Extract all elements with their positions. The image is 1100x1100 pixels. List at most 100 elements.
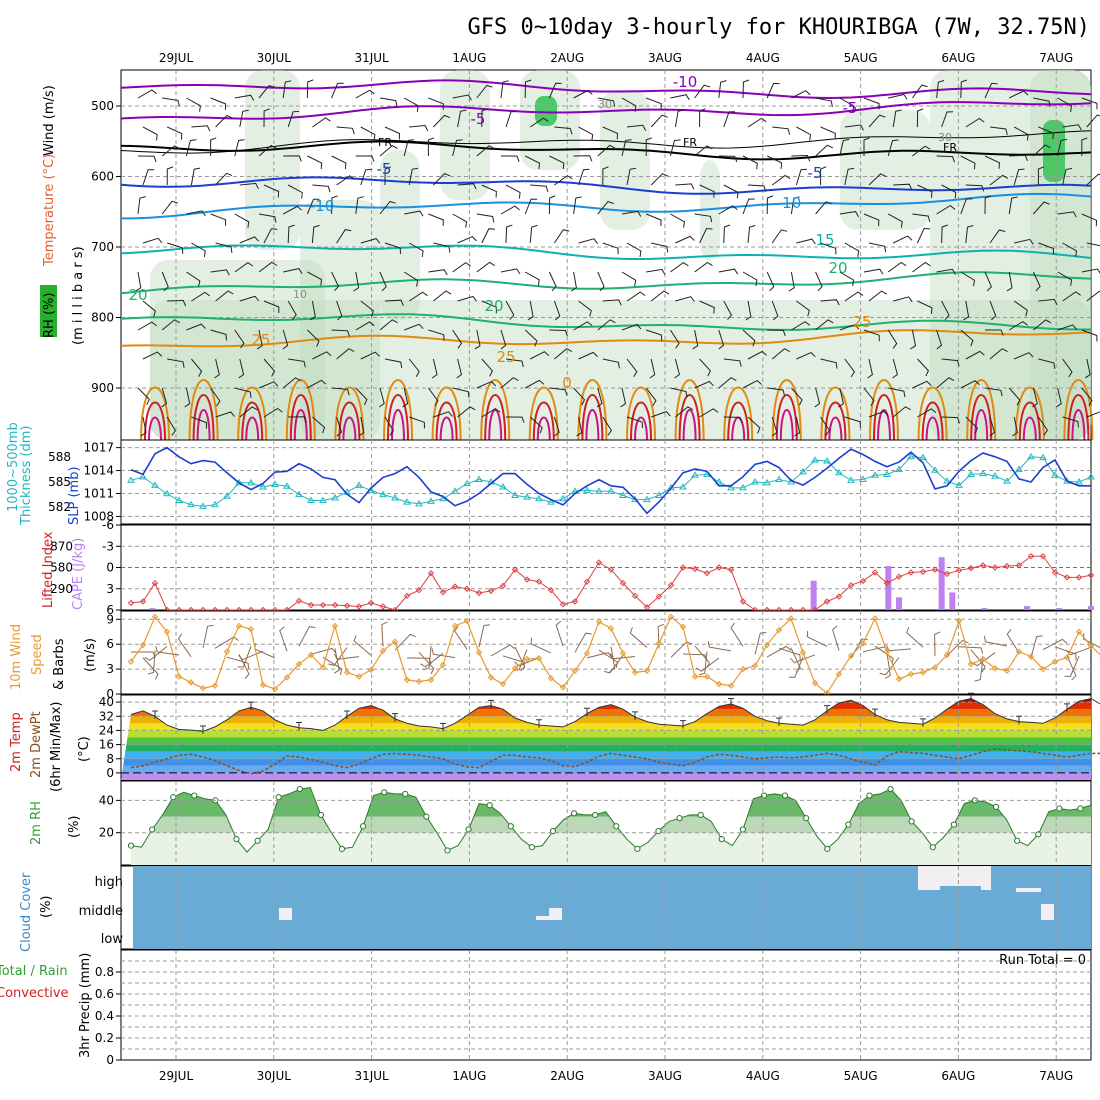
wind-barb (747, 184, 767, 192)
wind-barb (452, 94, 472, 101)
wind10-ticks: 9 6 3 0 (106, 612, 121, 701)
wind-barb (500, 329, 507, 350)
wind-barb (408, 167, 419, 186)
wind-barb (578, 168, 590, 186)
wind10-speed-point (907, 670, 915, 678)
contour-label: 10 (293, 288, 307, 301)
thickness-point (1003, 477, 1011, 484)
wind-barb (670, 213, 685, 228)
temperature-contour (120, 101, 1092, 120)
lifted-index-point (1075, 574, 1083, 581)
rh2m-point (908, 818, 915, 825)
wind10-speed-point (619, 650, 627, 657)
cloud-units: (%) (39, 896, 54, 919)
wind-barb (767, 387, 785, 396)
wind-barb (1009, 154, 1029, 161)
wind-barb (960, 329, 974, 347)
thickness-panel-frame (120, 439, 1092, 525)
thickness-point (211, 500, 219, 508)
wind10-grid (121, 611, 1091, 694)
wind-barb (306, 198, 320, 215)
rh2m-point (950, 821, 957, 828)
thickness-point (415, 499, 423, 507)
wind10-speed-point (559, 684, 567, 691)
temperature-contour (120, 244, 1092, 260)
wind10-speed-line (130, 615, 1100, 695)
wind-barb (868, 410, 889, 418)
wind-barb (892, 406, 912, 418)
wind10-speed-point (955, 617, 963, 625)
warm-layer-contour (383, 379, 413, 441)
wind-barb (379, 319, 398, 331)
contour-labels: -10 -5 -5 FR FR FR -5 -5 -10 -10 15 20 20 20 25 25 25 0 10… (128, 73, 957, 392)
wind-barb (910, 329, 917, 350)
wind-barb (936, 204, 956, 215)
wind-barb (234, 329, 245, 349)
wind-barb (670, 387, 688, 398)
wind-barb (355, 321, 375, 331)
wind-barb (863, 268, 884, 275)
thickness-point (919, 453, 927, 461)
wind-barb (1037, 416, 1049, 436)
rh2m-point (570, 810, 578, 817)
wind-barb (1057, 138, 1067, 157)
wind-barb (311, 224, 320, 244)
lifted-index-point (523, 576, 531, 583)
lifted-index-point (607, 566, 615, 573)
lifted-index-point (439, 589, 447, 596)
rh2m-point (233, 836, 240, 843)
lifted-index-point (979, 562, 987, 569)
thickness-point (1015, 465, 1023, 472)
warm-layer-contour (1022, 416, 1037, 441)
lifted-index-point (967, 565, 975, 572)
lifted-index-point (319, 601, 327, 609)
wind-barb (403, 97, 419, 112)
tick-label: 500 (91, 99, 114, 113)
wind-barb (747, 225, 756, 244)
temp-band (121, 730, 1091, 738)
wind10-barb (238, 654, 250, 679)
rh2m-point (718, 836, 725, 843)
contour-label: 0 (562, 374, 572, 392)
wind-barb (384, 358, 403, 369)
wind-barb (524, 155, 541, 170)
wind10-barb (629, 627, 648, 648)
wind-barb (1014, 238, 1034, 245)
wind10-barb (279, 626, 288, 652)
temperature-contour (121, 192, 1092, 220)
wind-barb (1013, 126, 1029, 141)
wind-barb (1081, 137, 1088, 156)
wind-barb (674, 358, 680, 379)
wind-barb (142, 237, 163, 244)
lifted-index-point (847, 582, 855, 589)
tick-label: 582 (48, 500, 71, 514)
thickness-point (1039, 453, 1047, 461)
rh2m-point (697, 811, 704, 819)
wind-barb (912, 261, 931, 273)
thickness-point (319, 496, 327, 503)
wind-barb (863, 329, 880, 342)
wind-barb (723, 111, 736, 128)
wind-barb (409, 124, 429, 132)
thickness-point (175, 496, 183, 503)
thickness-point (535, 494, 543, 502)
warm-layer-contour (192, 394, 215, 441)
rh-shade-blob (600, 90, 650, 230)
wind-barb (868, 290, 888, 302)
wind-barb (355, 155, 375, 162)
wind-barb (626, 358, 638, 378)
wind-barb (481, 300, 498, 314)
thickness-point (739, 483, 747, 491)
thickness-point (847, 476, 855, 483)
thickness-point (523, 493, 531, 500)
wind10-barb (754, 631, 767, 655)
precip-panel: 0.8 0.6 0.4 0.2 0 Run Total = 0 Total / Rain… (0, 949, 1092, 1067)
contour-label: -5 (377, 160, 392, 178)
wind-barb (989, 416, 996, 437)
cloud-clear-gap (940, 866, 956, 886)
thickness-point (907, 452, 915, 460)
wind-barb (718, 155, 738, 163)
wind-barb (530, 184, 549, 193)
thickness-point (1027, 452, 1035, 460)
wind10-speed-point (643, 667, 651, 674)
